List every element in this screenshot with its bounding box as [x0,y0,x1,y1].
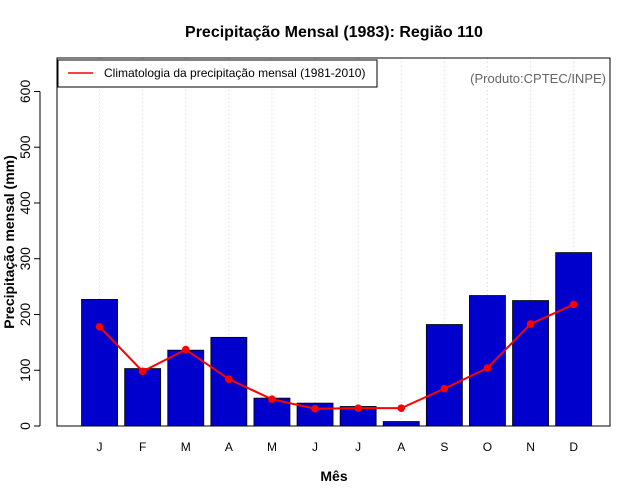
bar-9 [425,324,463,427]
bar-1 [81,299,118,427]
climatology-point-1 [95,322,104,331]
bar-3 [167,349,205,427]
climatology-point-5 [268,395,276,404]
y-tick-label-200: 200 [17,303,33,327]
climatology-point-7 [354,404,362,412]
x-axis-title: Mês [320,468,347,484]
y-tick-label-400: 400 [17,191,33,215]
chart-title: Precipitação Mensal (1983): Região 110 [185,24,483,41]
x-tick-label-6: J [312,440,318,454]
y-axis-title: Precipitação mensal (mm) [1,155,17,329]
bar-8 [382,421,420,427]
climatology-point-12 [569,300,578,309]
climatology-polyline [98,303,575,410]
y-tick-label-300: 300 [17,247,33,271]
bar-2 [124,368,162,427]
y-tick-label-600: 600 [17,80,33,104]
y-tick-label-0: 0 [17,422,33,430]
climatology-point-11 [526,320,535,328]
legend-label: Climatologia da precipitação mensal (198… [104,66,365,80]
x-tick-label-11: N [526,440,535,454]
bar-11 [512,300,549,427]
climatology-point-8 [397,404,406,412]
grid-lines [99,58,575,426]
climatology-point-9 [440,384,449,393]
climatology-point-3 [181,345,190,354]
climatology-point-2 [138,367,147,376]
bar-10 [469,295,506,427]
y-axis: 0 100 200 300 400 500 600 [17,80,41,430]
x-tick-label-12: D [569,440,578,454]
x-tick-label-9: S [440,440,448,454]
x-tick-label-3: M [181,440,191,454]
climatology-point-10 [483,364,492,372]
bar-12 [555,252,593,427]
climatology-point-6 [311,404,319,413]
x-tick-label-10: O [483,440,492,454]
x-tick-label-7: J [355,440,361,454]
x-tick-label-2: F [139,440,146,454]
climatology-point-4 [225,375,233,383]
y-tick-label-500: 500 [17,135,33,159]
y-tick-label-100: 100 [17,358,33,382]
plot-frame [56,57,611,427]
bars [81,252,593,427]
x-tick-label-1: J [97,440,103,454]
legend: Climatologia da precipitação mensal (198… [57,59,378,88]
x-tick-label-5: M [267,440,277,454]
climatology-line [95,300,578,413]
x-tick-label-8: A [397,440,405,454]
product-credit: (Produto:CPTEC/INPE) [470,71,606,86]
x-tick-label-4: A [225,440,233,454]
legend-box [57,59,378,88]
